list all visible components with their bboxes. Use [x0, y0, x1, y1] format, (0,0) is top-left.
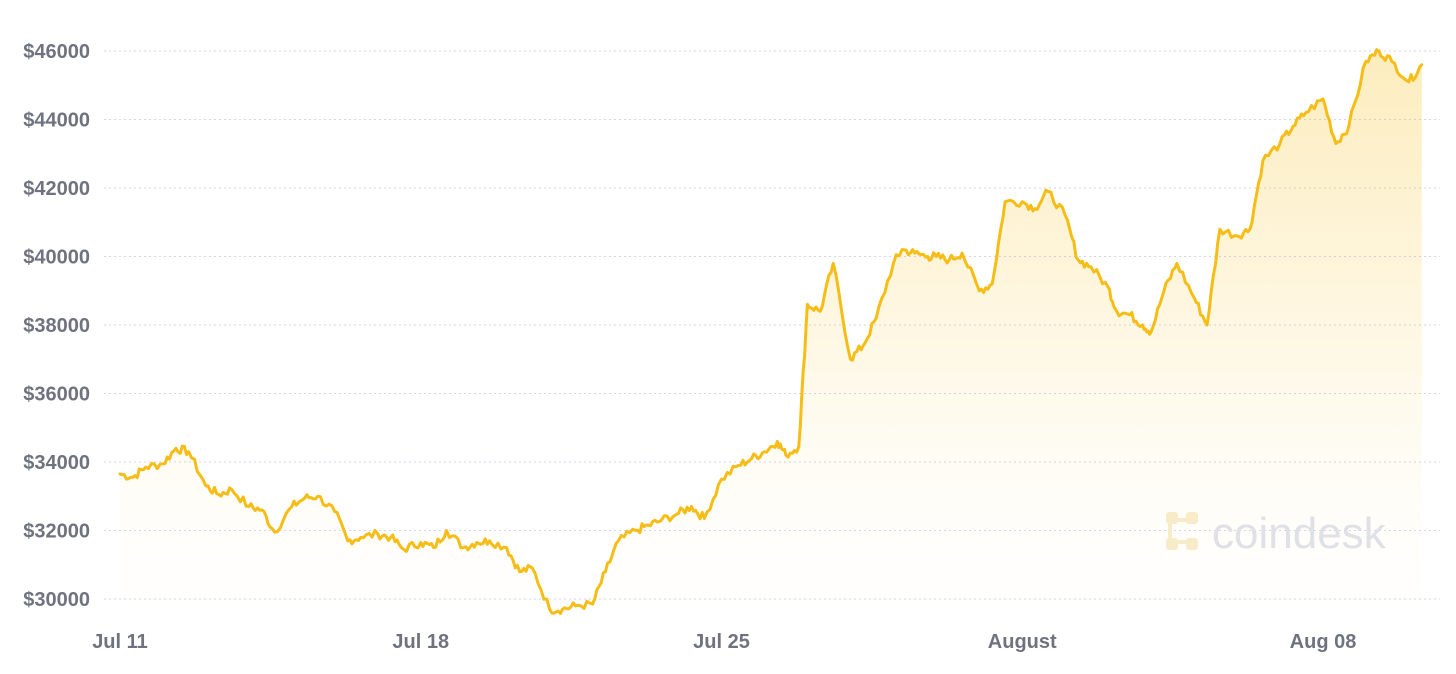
y-tick-label: $38000 [23, 315, 90, 337]
y-tick-label: $30000 [23, 589, 90, 611]
coindesk-logo-icon [1166, 512, 1198, 550]
y-tick-label: $32000 [23, 521, 90, 543]
x-tick-label: August [988, 631, 1057, 653]
y-tick-label: $34000 [23, 452, 90, 474]
y-tick-label: $40000 [23, 247, 90, 269]
y-axis: $30000 $32000 $34000 $36000 $38000 $40000 $420… [23, 41, 90, 611]
x-tick-label: Jul 25 [693, 631, 750, 653]
x-axis: Jul 11 Jul 18 Jul 25 August Aug 08 [92, 631, 1356, 653]
price-area-fill [120, 49, 1422, 614]
y-tick-label: $46000 [23, 41, 90, 63]
y-tick-label: $42000 [23, 178, 90, 200]
x-tick-label: Aug 08 [1290, 631, 1357, 653]
x-tick-label: Jul 11 [92, 631, 148, 653]
price-line [118, 48, 1424, 615]
y-tick-label: $36000 [23, 384, 90, 406]
watermark-text: coindesk [1212, 509, 1387, 558]
coindesk-watermark: coindesk [1166, 509, 1387, 558]
x-tick-label: Jul 18 [392, 631, 449, 653]
y-tick-label: $44000 [23, 110, 90, 132]
